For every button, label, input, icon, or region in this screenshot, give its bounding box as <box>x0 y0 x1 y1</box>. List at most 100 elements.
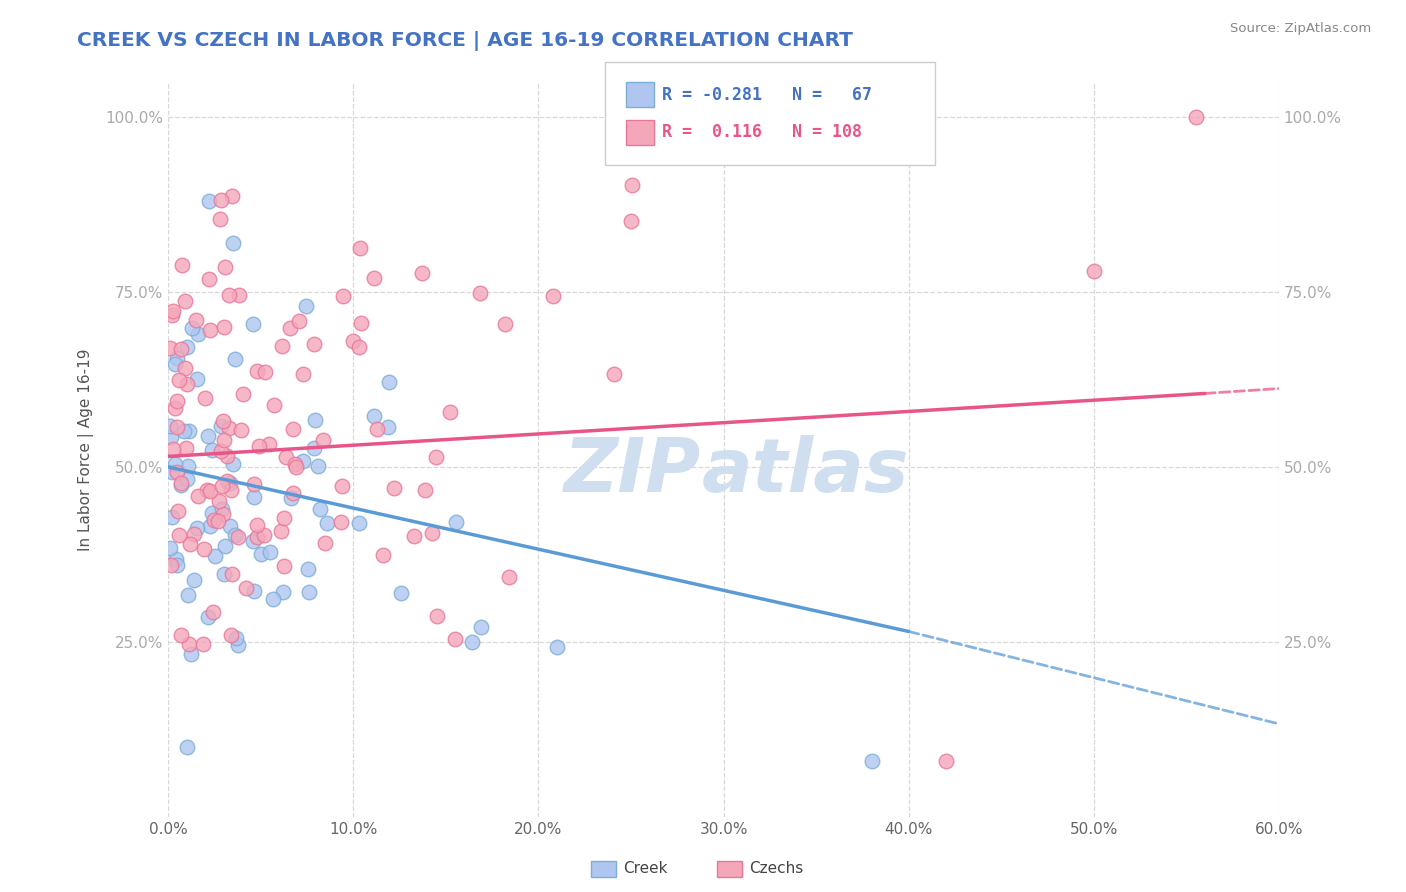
Point <box>201 506 224 520</box>
Point <box>162 304 184 318</box>
Point <box>166 504 188 518</box>
Point <box>211 479 233 493</box>
Point <box>179 537 201 551</box>
Point <box>259 545 281 559</box>
Point <box>180 647 202 661</box>
Point <box>198 483 221 498</box>
Point <box>215 449 238 463</box>
Point <box>181 321 204 335</box>
Point <box>198 518 221 533</box>
Point <box>228 288 250 302</box>
Point <box>298 585 321 599</box>
Point <box>159 558 181 573</box>
Point <box>546 640 568 654</box>
Point <box>214 539 236 553</box>
Point <box>420 525 443 540</box>
Point <box>291 453 314 467</box>
Point <box>312 433 335 447</box>
Point <box>209 194 232 208</box>
Point <box>169 342 191 356</box>
Point <box>222 235 245 250</box>
Point <box>270 524 292 538</box>
Text: ZIP: ZIP <box>564 435 702 508</box>
Point <box>444 632 467 646</box>
Point <box>219 519 242 533</box>
Point <box>371 548 394 562</box>
Point <box>173 425 195 439</box>
Point <box>160 308 183 322</box>
Point <box>250 547 273 561</box>
Point <box>159 541 181 555</box>
Point <box>214 260 236 274</box>
Point <box>163 357 186 371</box>
Point <box>461 634 484 648</box>
Point <box>224 351 246 366</box>
Point <box>165 401 187 416</box>
Point <box>194 392 217 406</box>
Point <box>302 337 325 351</box>
Point <box>166 394 188 409</box>
Point <box>304 413 326 427</box>
Point <box>170 259 193 273</box>
Point <box>177 588 200 602</box>
Point <box>246 530 269 544</box>
Point <box>316 516 339 531</box>
Point <box>263 398 285 412</box>
Point <box>307 459 329 474</box>
Point <box>183 574 205 588</box>
Point <box>273 559 295 574</box>
Point <box>159 419 181 434</box>
Point <box>413 483 436 497</box>
Point <box>187 327 209 342</box>
Point <box>222 457 245 471</box>
Point <box>247 439 270 453</box>
Point <box>363 409 385 423</box>
Point <box>209 211 232 226</box>
Point <box>226 530 249 544</box>
Point <box>242 317 264 331</box>
Point <box>935 754 957 768</box>
Point <box>165 457 187 471</box>
Point <box>283 486 305 500</box>
Point <box>271 339 294 353</box>
Point <box>177 459 200 474</box>
Text: CREEK VS CZECH IN LABOR FORCE | AGE 16-19 CORRELATION CHART: CREEK VS CZECH IN LABOR FORCE | AGE 16-1… <box>77 31 853 51</box>
Point <box>332 288 354 302</box>
Point <box>186 312 208 326</box>
Point <box>330 516 353 530</box>
Point <box>262 592 284 607</box>
Point <box>197 428 219 442</box>
Point <box>229 423 252 437</box>
Point <box>195 483 218 498</box>
Point <box>294 300 316 314</box>
Point <box>211 508 233 522</box>
Point <box>273 511 295 525</box>
Point <box>176 340 198 354</box>
Point <box>274 450 297 464</box>
Point <box>166 465 188 479</box>
Point <box>494 317 516 331</box>
Point <box>411 266 433 280</box>
Point <box>176 376 198 391</box>
Point <box>208 494 231 508</box>
Point <box>439 405 461 419</box>
Point <box>174 361 197 376</box>
Point <box>166 351 188 365</box>
Text: Source: ZipAtlas.com: Source: ZipAtlas.com <box>1230 22 1371 36</box>
Text: R = -0.281   N =   67: R = -0.281 N = 67 <box>662 86 872 103</box>
Point <box>347 516 370 531</box>
Point <box>1083 264 1105 278</box>
Point <box>314 536 336 550</box>
Point <box>165 552 187 566</box>
Point <box>541 289 564 303</box>
Point <box>246 364 269 378</box>
Point <box>426 609 449 624</box>
Point <box>243 476 266 491</box>
Point <box>160 510 183 524</box>
Point <box>174 441 197 455</box>
Point <box>204 549 226 564</box>
Point <box>621 178 644 193</box>
Point <box>271 584 294 599</box>
Point <box>212 567 235 582</box>
Point <box>221 567 243 582</box>
